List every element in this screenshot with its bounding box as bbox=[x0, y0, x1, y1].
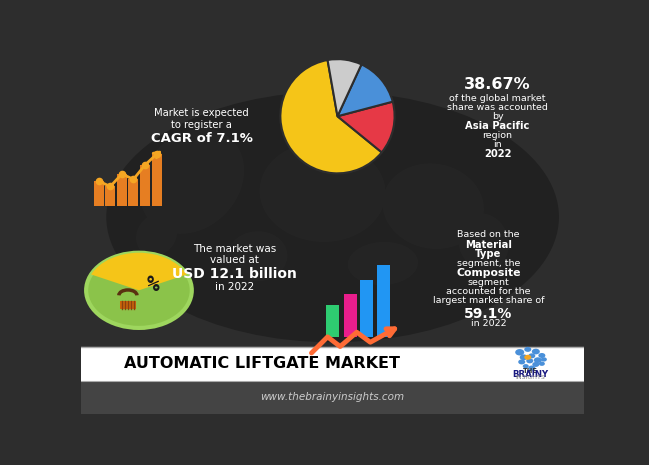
Bar bbox=[140, 165, 150, 206]
Text: in: in bbox=[493, 140, 502, 149]
Text: segment, the: segment, the bbox=[457, 259, 520, 268]
Wedge shape bbox=[280, 60, 382, 173]
Text: Based on the: Based on the bbox=[458, 230, 520, 239]
Ellipse shape bbox=[140, 128, 244, 234]
Text: CAGR of 7.1%: CAGR of 7.1% bbox=[151, 133, 252, 146]
Bar bbox=[93, 181, 104, 206]
Ellipse shape bbox=[227, 231, 288, 281]
Circle shape bbox=[541, 357, 547, 362]
Text: Market is expected: Market is expected bbox=[154, 108, 249, 118]
Text: share was accounted: share was accounted bbox=[447, 103, 548, 112]
Text: The market was: The market was bbox=[193, 244, 276, 254]
Text: Composite: Composite bbox=[456, 268, 520, 278]
Text: Material: Material bbox=[465, 240, 512, 250]
Text: INSIGHTS: INSIGHTS bbox=[515, 375, 545, 380]
Wedge shape bbox=[91, 253, 187, 290]
Ellipse shape bbox=[348, 242, 418, 285]
Circle shape bbox=[526, 359, 533, 363]
Text: 2022: 2022 bbox=[484, 149, 511, 159]
Circle shape bbox=[520, 354, 528, 360]
Wedge shape bbox=[337, 102, 395, 153]
Bar bbox=[360, 279, 373, 337]
Circle shape bbox=[522, 364, 529, 368]
Text: BRAINY: BRAINY bbox=[512, 370, 548, 379]
Circle shape bbox=[532, 349, 540, 354]
FancyBboxPatch shape bbox=[120, 301, 136, 309]
Bar bbox=[117, 174, 127, 206]
Circle shape bbox=[532, 362, 539, 367]
Bar bbox=[129, 179, 138, 206]
Text: in 2022: in 2022 bbox=[215, 282, 254, 292]
Ellipse shape bbox=[458, 213, 509, 271]
Text: by: by bbox=[492, 112, 504, 121]
Circle shape bbox=[86, 253, 192, 328]
Wedge shape bbox=[328, 59, 361, 116]
Circle shape bbox=[528, 353, 535, 359]
Text: in 2022: in 2022 bbox=[471, 319, 506, 328]
Text: AUTOMATIC LIFTGATE MARKET: AUTOMATIC LIFTGATE MARKET bbox=[124, 356, 400, 371]
Bar bbox=[81, 346, 584, 381]
Text: 38.67%: 38.67% bbox=[464, 77, 531, 92]
Bar bbox=[105, 186, 116, 206]
Circle shape bbox=[528, 365, 535, 371]
Text: to register a: to register a bbox=[171, 120, 232, 130]
Text: Asia Pacific: Asia Pacific bbox=[465, 121, 530, 131]
Text: Type: Type bbox=[475, 249, 502, 259]
Ellipse shape bbox=[106, 92, 559, 342]
Circle shape bbox=[524, 355, 532, 360]
Circle shape bbox=[533, 357, 542, 363]
Circle shape bbox=[539, 362, 545, 366]
Text: largest market share of: largest market share of bbox=[433, 296, 545, 305]
Circle shape bbox=[524, 347, 532, 352]
Circle shape bbox=[538, 353, 545, 358]
Text: USD 12.1 billion: USD 12.1 billion bbox=[172, 267, 297, 281]
Bar bbox=[151, 154, 162, 206]
Bar bbox=[81, 381, 584, 414]
Ellipse shape bbox=[260, 142, 386, 242]
Wedge shape bbox=[337, 65, 393, 116]
Text: www.thebrainyinsights.com: www.thebrainyinsights.com bbox=[260, 392, 405, 402]
Text: accounted for the: accounted for the bbox=[447, 287, 531, 296]
Text: valued at: valued at bbox=[210, 255, 259, 265]
Bar bbox=[344, 294, 357, 337]
Circle shape bbox=[518, 359, 525, 365]
Text: THE: THE bbox=[523, 368, 538, 374]
Text: segment: segment bbox=[468, 278, 509, 286]
Text: of the global market: of the global market bbox=[449, 93, 546, 103]
Ellipse shape bbox=[136, 213, 177, 256]
Bar bbox=[377, 265, 390, 337]
Bar bbox=[326, 305, 339, 337]
Text: region: region bbox=[483, 131, 513, 140]
Text: 59.1%: 59.1% bbox=[464, 307, 513, 321]
Text: %: % bbox=[147, 275, 160, 295]
Ellipse shape bbox=[382, 163, 484, 249]
Circle shape bbox=[515, 349, 524, 355]
